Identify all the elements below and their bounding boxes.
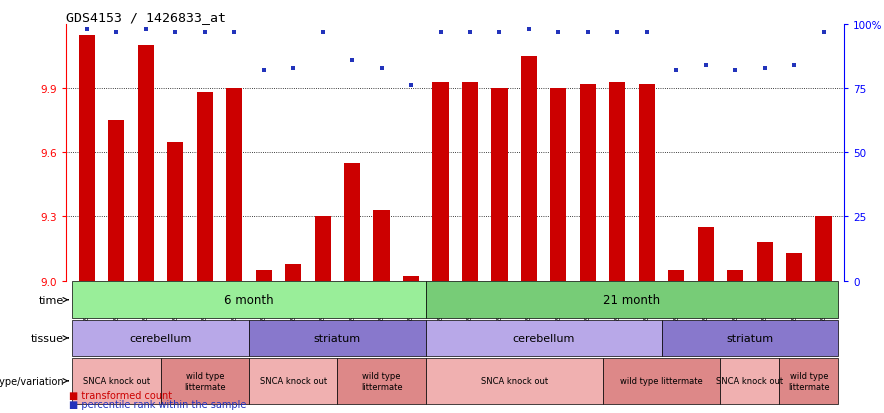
Text: 21 month: 21 month (604, 294, 660, 306)
Bar (786, 253, 803, 281)
Text: SNCA knock out: SNCA knock out (481, 377, 548, 385)
Point (227, 29, 241, 36)
Text: striatum: striatum (727, 333, 774, 343)
Bar (462, 83, 478, 281)
Point (581, 29, 595, 36)
Point (404, 83, 418, 90)
Bar (816, 217, 832, 281)
Bar (403, 277, 419, 281)
Point (198, 29, 212, 36)
Text: GDS4153 / 1426833_at: GDS4153 / 1426833_at (66, 11, 226, 24)
Point (168, 29, 182, 36)
Bar (344, 164, 361, 281)
Bar (249, 358, 338, 404)
Point (139, 26, 153, 33)
Point (522, 26, 536, 33)
Bar (661, 320, 838, 356)
Bar (426, 282, 838, 318)
Bar (374, 211, 390, 281)
Bar (72, 320, 249, 356)
Bar (609, 83, 626, 281)
Text: cerebellum: cerebellum (513, 333, 575, 343)
Bar (197, 93, 213, 281)
Text: SNCA knock out: SNCA knock out (260, 377, 327, 385)
Text: genotype/variation: genotype/variation (0, 376, 64, 386)
Bar (780, 358, 838, 404)
Bar (492, 89, 507, 281)
Bar (426, 320, 661, 356)
Bar (668, 271, 684, 281)
Bar (432, 83, 449, 281)
Bar (720, 358, 780, 404)
Bar (249, 320, 426, 356)
Point (787, 62, 801, 69)
Bar (603, 358, 720, 404)
Point (110, 29, 124, 36)
Point (610, 29, 624, 36)
Text: wild type
littermate: wild type littermate (361, 371, 402, 391)
Point (669, 68, 683, 74)
Bar (255, 271, 272, 281)
Bar (580, 85, 596, 281)
Bar (161, 358, 249, 404)
Text: time: time (39, 295, 64, 305)
Point (286, 65, 301, 71)
Bar (79, 36, 95, 281)
Bar (138, 46, 154, 281)
Point (640, 29, 654, 36)
Text: 6 month: 6 month (225, 294, 274, 306)
Point (433, 29, 447, 36)
Point (758, 65, 772, 71)
Text: SNCA knock out: SNCA knock out (716, 377, 783, 385)
Point (492, 29, 507, 36)
Point (552, 29, 566, 36)
Point (728, 68, 743, 74)
Text: tissue: tissue (31, 333, 64, 343)
Bar (285, 264, 301, 281)
Point (256, 68, 271, 74)
Point (698, 62, 713, 69)
Bar (727, 271, 743, 281)
Bar (108, 121, 125, 281)
Bar (550, 89, 567, 281)
Text: striatum: striatum (314, 333, 361, 343)
Bar (697, 228, 714, 281)
Bar (638, 85, 655, 281)
Bar (757, 242, 773, 281)
Point (80, 26, 94, 33)
Text: ■ percentile rank within the sample: ■ percentile rank within the sample (69, 399, 247, 409)
Point (375, 65, 389, 71)
Bar (72, 358, 161, 404)
Point (817, 29, 831, 36)
Text: wild type
littermate: wild type littermate (184, 371, 225, 391)
Bar (338, 358, 426, 404)
Text: wild type littermate: wild type littermate (621, 377, 703, 385)
Bar (72, 282, 426, 318)
Text: wild type
littermate: wild type littermate (788, 371, 830, 391)
Text: cerebellum: cerebellum (129, 333, 192, 343)
Bar (315, 217, 331, 281)
Bar (167, 142, 184, 281)
Text: SNCA knock out: SNCA knock out (83, 377, 150, 385)
Point (316, 29, 330, 36)
Bar (521, 57, 537, 281)
Bar (426, 358, 603, 404)
Point (345, 57, 359, 64)
Point (463, 29, 477, 36)
Bar (226, 89, 242, 281)
Text: ■ transformed count: ■ transformed count (69, 390, 172, 400)
